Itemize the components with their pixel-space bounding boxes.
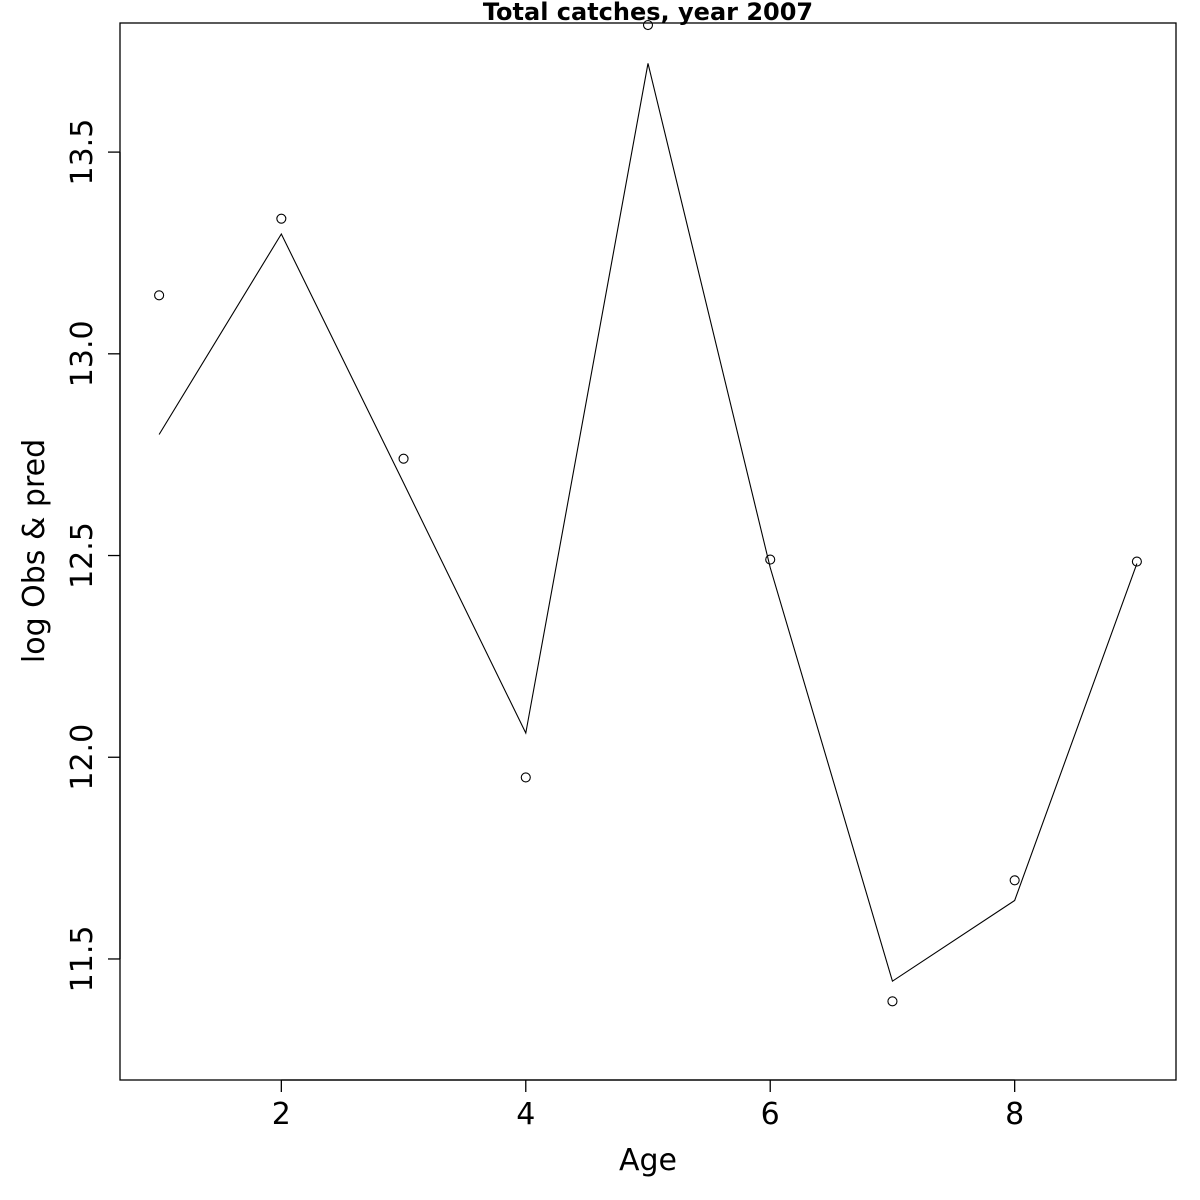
y-tick-label: 12.0 bbox=[65, 724, 100, 791]
y-tick-label: 13.0 bbox=[65, 320, 100, 387]
y-axis-label: log Obs & pred bbox=[17, 439, 52, 663]
observed-point bbox=[642, 19, 654, 31]
observed-point bbox=[398, 453, 409, 464]
observed-point bbox=[887, 996, 898, 1007]
observed-point bbox=[520, 772, 531, 783]
y-tick-label: 11.5 bbox=[65, 926, 100, 993]
x-tick-label: 8 bbox=[1005, 1097, 1024, 1132]
observed-point bbox=[154, 290, 165, 301]
plot-frame bbox=[119, 22, 1177, 1081]
y-tick-label: 12.5 bbox=[65, 522, 100, 589]
y-tick-label: 13.5 bbox=[65, 119, 100, 186]
observed-point bbox=[276, 213, 287, 224]
observed-point bbox=[1009, 875, 1020, 886]
x-tick-label: 6 bbox=[761, 1097, 780, 1132]
x-axis: 2 4 6 8 bbox=[272, 1079, 1024, 1132]
y-axis: 11.5 12.0 12.5 13.0 13.5 bbox=[65, 119, 121, 993]
series-layer bbox=[154, 19, 1142, 1007]
observed-point bbox=[1131, 556, 1142, 567]
x-axis-label: Age bbox=[619, 1143, 677, 1178]
predicted-line bbox=[158, 63, 1138, 983]
x-tick-label: 4 bbox=[516, 1097, 535, 1132]
chart-title: Total catches, year 2007 bbox=[483, 0, 813, 26]
x-tick-label: 2 bbox=[272, 1097, 291, 1132]
observed-point bbox=[765, 554, 776, 565]
